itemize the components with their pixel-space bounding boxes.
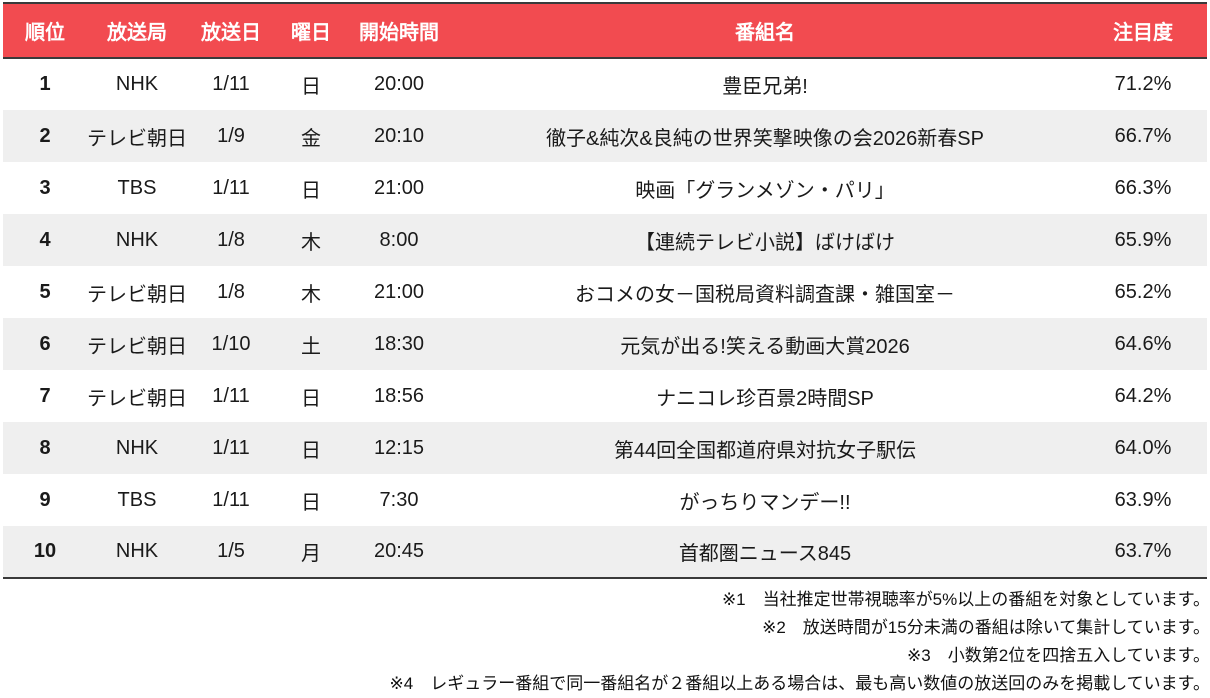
time-cell: 20:45 [347, 526, 451, 579]
table-row: 7 テレビ朝日 1/11 日 18:56 ナニコレ珍百景2時間SP 64.2% [3, 370, 1207, 422]
score-cell: 71.2% [1114, 73, 1172, 95]
col-header-program: 番組名 [451, 3, 1079, 59]
rank-cell: 8 [39, 436, 51, 459]
score-cell: 63.7% [1079, 526, 1207, 579]
rank-cell: 5 [39, 280, 51, 303]
footnote-line: ※3 小数第2位を四捨五入しています。 [907, 646, 1210, 665]
day-cell: 月 [275, 526, 347, 579]
table-row: 9 TBS 1/11 日 7:30 がっちりマンデー!! 63.9% [3, 474, 1207, 526]
col-header-rank: 順位 [3, 3, 87, 59]
time-cell: 18:30 [373, 332, 425, 355]
station-cell: TBS [117, 488, 157, 511]
table-row: 5 テレビ朝日 1/8 木 21:00 おコメの女－国税局資料調査課・雑国室－ 65.2% [3, 266, 1207, 318]
day-cell: 日 [301, 76, 321, 98]
date-cell: 1/11 [212, 176, 250, 199]
time-cell: 21:00 [373, 280, 425, 303]
score-cell: 65.2% [1114, 280, 1172, 303]
date-cell: 1/11 [212, 384, 250, 407]
station-cell: テレビ朝日 [87, 127, 187, 150]
date-cell: 1/11 [212, 436, 250, 459]
day-cell: 金 [301, 127, 321, 150]
ranking-table: 順位 放送局 放送日 曜日 開始時間 番組名 注目度 1 NHK 1/11 日 20:00 豊臣兄弟!… [3, 2, 1207, 579]
footnotes: ※1 当社推定世帯視聴率が5%以上の番組を対象としています。 ※2 放送時間が15… [6, 586, 1210, 698]
program-cell: 映画「グランメゾン・パリ」 [635, 179, 895, 202]
day-cell: 土 [301, 335, 321, 358]
station-cell: NHK [115, 73, 159, 95]
date-cell: 1/9 [217, 124, 245, 147]
rank-cell: 10 [3, 526, 87, 579]
col-header-date: 放送日 [187, 3, 275, 59]
col-header-score: 注目度 [1079, 3, 1207, 59]
program-cell: 【連続テレビ小説】ばけばけ [635, 231, 895, 254]
date-cell: 1/8 [217, 228, 245, 251]
score-cell: 63.9% [1114, 488, 1172, 511]
station-cell: NHK [115, 436, 159, 459]
station-cell: テレビ朝日 [87, 335, 187, 358]
date-cell: 1/8 [217, 280, 245, 303]
time-cell: 18:56 [373, 384, 425, 407]
footnote-line: ※4 レギュラー番組で同一番組名が２番組以上ある場合は、最も高い数値の放送回のみ… [389, 674, 1210, 693]
table-row: 6 テレビ朝日 1/10 土 18:30 元気が出る!笑える動画大賞2026 64.6% [3, 318, 1207, 370]
score-cell: 64.0% [1114, 436, 1172, 459]
rank-cell: 6 [39, 332, 51, 355]
time-cell: 8:00 [379, 228, 419, 251]
program-cell: 豊臣兄弟! [722, 76, 808, 98]
table-row: 8 NHK 1/11 日 12:15 第44回全国都道府県対抗女子駅伝 64.0% [3, 422, 1207, 474]
date-cell: 1/5 [187, 526, 275, 579]
station-cell: テレビ朝日 [87, 283, 187, 306]
day-cell: 日 [301, 491, 321, 514]
table-row: 2 テレビ朝日 1/9 金 20:10 徹子&純次&良純の世界笑撃映像の会2026新春SP… [3, 110, 1207, 162]
station-cell: NHK [115, 228, 159, 251]
table-body: 1 NHK 1/11 日 20:00 豊臣兄弟! 71.2% 2 テレビ朝日 1/9 金 20:10 徹… [3, 58, 1207, 579]
rank-cell: 4 [39, 228, 51, 251]
table-row: 4 NHK 1/8 木 8:00 【連続テレビ小説】ばけばけ 65.9% [3, 214, 1207, 266]
program-cell: 第44回全国都道府県対抗女子駅伝 [613, 439, 917, 462]
date-cell: 1/11 [212, 73, 250, 95]
score-cell: 64.2% [1114, 384, 1172, 407]
footnote-line: ※1 当社推定世帯視聴率が5%以上の番組を対象としています。 [721, 590, 1210, 609]
program-cell: 徹子&純次&良純の世界笑撃映像の会2026新春SP [546, 127, 984, 150]
program-cell: 元気が出る!笑える動画大賞2026 [620, 335, 910, 358]
table-row: 1 NHK 1/11 日 20:00 豊臣兄弟! 71.2% [3, 58, 1207, 110]
time-cell: 20:10 [373, 124, 425, 147]
footnote-line: ※2 放送時間が15分未満の番組は除いて集計しています。 [762, 618, 1210, 637]
rank-cell: 7 [39, 384, 51, 407]
time-cell: 21:00 [373, 176, 425, 199]
station-cell: テレビ朝日 [87, 387, 187, 410]
rank-cell: 3 [39, 176, 51, 199]
day-cell: 日 [301, 387, 321, 410]
date-cell: 1/11 [212, 488, 250, 511]
time-cell: 12:15 [373, 436, 425, 459]
col-header-station: 放送局 [87, 3, 187, 59]
time-cell: 20:00 [373, 73, 425, 95]
table-row: 3 TBS 1/11 日 21:00 映画「グランメゾン・パリ」 66.3% [3, 162, 1207, 214]
day-cell: 日 [301, 439, 321, 462]
score-cell: 66.7% [1114, 124, 1172, 147]
day-cell: 日 [301, 179, 321, 202]
day-cell: 木 [301, 231, 321, 254]
header-row: 順位 放送局 放送日 曜日 開始時間 番組名 注目度 [3, 3, 1207, 59]
date-cell: 1/10 [211, 332, 251, 355]
time-cell: 7:30 [379, 488, 419, 511]
day-cell: 木 [301, 283, 321, 306]
col-header-day: 曜日 [275, 3, 347, 59]
score-cell: 65.9% [1114, 228, 1172, 251]
rank-cell: 1 [39, 73, 51, 95]
col-header-time: 開始時間 [347, 3, 451, 59]
program-cell: 首都圏ニュース845 [451, 526, 1079, 579]
rank-cell: 2 [39, 124, 51, 147]
program-cell: がっちりマンデー!! [679, 491, 851, 514]
score-cell: 66.3% [1114, 176, 1172, 199]
program-cell: おコメの女－国税局資料調査課・雑国室－ [575, 283, 955, 306]
station-cell: TBS [117, 176, 157, 199]
table-row: 10 NHK 1/5 月 20:45 首都圏ニュース845 63.7% [3, 526, 1207, 579]
station-cell: NHK [87, 526, 187, 579]
score-cell: 64.6% [1114, 332, 1172, 355]
program-cell: ナニコレ珍百景2時間SP [656, 387, 874, 410]
rank-cell: 9 [39, 488, 51, 511]
